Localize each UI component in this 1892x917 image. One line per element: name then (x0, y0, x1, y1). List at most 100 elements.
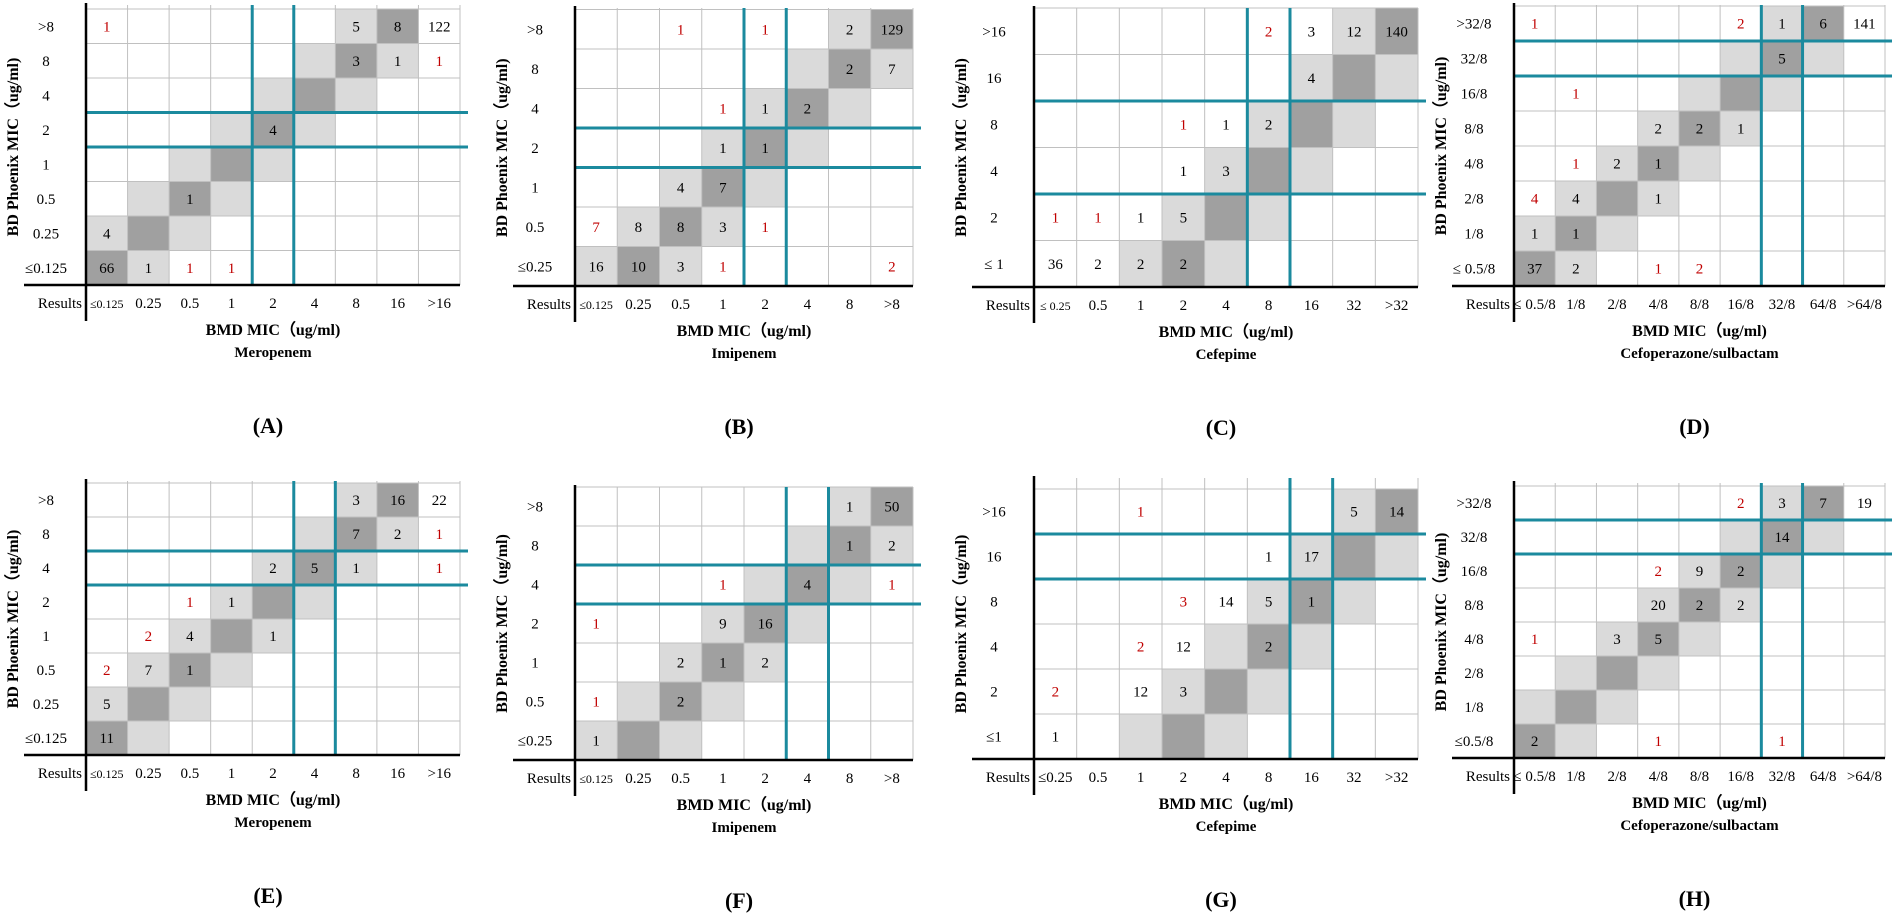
y-axis-title: BD Phoenix MIC（ug/ml) (493, 58, 511, 237)
x-tick-label: >16 (427, 296, 451, 312)
x-axis-title: BMD MIC（ug/ml) (1632, 794, 1767, 812)
cell-shade (1637, 111, 1679, 146)
x-tick-label: 0.5 (671, 297, 690, 313)
cell-shade (210, 585, 253, 619)
cell-shade (1375, 489, 1418, 534)
cell-shade (1290, 534, 1333, 579)
x-tick-label: 16 (1304, 770, 1320, 786)
cell-count: 3 (352, 493, 360, 509)
panel-letter: (E) (253, 883, 282, 908)
cell-shade (169, 687, 211, 721)
drug-name: Cefoperazone/sulbactam (1620, 818, 1779, 834)
y-tick-label: 8/8 (1464, 122, 1483, 138)
corner-label: Results (986, 298, 1030, 314)
y-tick-label: 0.5 (526, 695, 545, 711)
y-tick-label: 2/8 (1464, 192, 1483, 208)
x-tick-label: 1 (228, 296, 236, 312)
cell-shade (1720, 520, 1762, 554)
cell-shade (575, 721, 618, 760)
cell-count: 2 (846, 22, 854, 38)
cell-count: 1 (888, 578, 896, 594)
cell-shade (210, 653, 253, 687)
cell-shade (376, 43, 419, 78)
y-tick-label: 16/8 (1461, 87, 1488, 103)
cell-count: 4 (1531, 192, 1539, 208)
drug-name: Cefepime (1196, 347, 1257, 363)
x-tick-label: 32 (1347, 770, 1362, 786)
cell-shade (1290, 579, 1333, 624)
cell-shade (1596, 656, 1638, 690)
cell-count: 2 (1696, 598, 1704, 614)
corner-label: Results (527, 297, 571, 313)
y-tick-label: 4/8 (1464, 157, 1483, 173)
x-tick-label: 2/8 (1607, 769, 1626, 785)
y-axis-title: BD Phoenix MIC（ug/ml) (952, 535, 970, 714)
cell-shade (169, 619, 211, 653)
cell-shade (1637, 588, 1679, 622)
cell-shade (1247, 194, 1290, 241)
cell-count: 3 (1180, 595, 1188, 611)
cell-count: 1 (1572, 87, 1580, 103)
cell-count: 5 (352, 19, 360, 35)
x-tick-label: 1 (719, 297, 727, 313)
cell-shade (1720, 76, 1762, 111)
x-tick-label: 4 (804, 297, 812, 313)
panel-h: 2 3 7 19 14 2 9 2 20 2 2 1 3 5 2 1 1 >32/8 32/8 16/8 8/8 4/8 2… (1432, 481, 1892, 911)
x-tick-label: ≤ 0.5/8 (1513, 769, 1555, 785)
cell-shade (1596, 690, 1638, 724)
panel-letter: (C) (1206, 415, 1237, 440)
cell-count: 2 (888, 539, 896, 555)
x-tick-label: >64/8 (1847, 297, 1882, 313)
cell-shade (252, 551, 294, 585)
x-tick-label: 8/8 (1690, 297, 1709, 313)
y-tick-label: 1/8 (1464, 700, 1483, 716)
cell-count: 1 (846, 539, 854, 555)
cell-shade (1332, 101, 1376, 148)
cell-shade (1204, 240, 1248, 287)
x-tick-label: 64/8 (1810, 297, 1837, 313)
cell-count: 9 (1696, 564, 1704, 580)
cell-shade (1761, 76, 1803, 111)
cell-count: 2 (888, 259, 896, 275)
cell-count: 4 (677, 180, 685, 196)
cell-shade (617, 682, 660, 721)
cell-count: 1 (761, 101, 769, 117)
cell-count: 1 (269, 629, 277, 645)
y-tick-label: >8 (38, 493, 54, 509)
cell-shade (701, 207, 744, 247)
x-tick-label: 16/8 (1727, 297, 1754, 313)
cell-count: 1 (1052, 210, 1060, 226)
panel-f: 1 50 1 2 1 4 1 1 9 16 2 1 2 1 2 1 >8 8 4 2 1 0.5 ≤0.25 ≤0.125 0.… (493, 485, 921, 913)
y-tick-label: ≤ 0.5/8 (1453, 262, 1495, 278)
cell-shade (1761, 486, 1803, 520)
x-tick-label: 8 (352, 766, 360, 782)
cell-count: 2 (1572, 262, 1580, 278)
cell-count: 1 (719, 578, 727, 594)
y-tick-label: >32/8 (1456, 496, 1491, 512)
y-tick-label: 1 (531, 180, 539, 196)
y-tick-label: 0.5 (37, 663, 56, 679)
cell-shade (1555, 251, 1597, 286)
cell-shade (1802, 486, 1844, 520)
cell-count: 50 (884, 500, 899, 516)
cell-shade (870, 9, 913, 49)
cell-count: 5 (103, 697, 111, 713)
cell-shade (376, 9, 419, 44)
cell-shade (293, 112, 336, 147)
cell-shade (1720, 588, 1762, 622)
cell-shade (1332, 579, 1376, 624)
x-tick-label: 32 (1347, 298, 1362, 314)
y-tick-label: ≤1 (986, 730, 1002, 746)
panel-letter: (B) (724, 414, 753, 439)
cell-shade (293, 78, 336, 113)
cell-shade (1290, 147, 1333, 194)
cell-shade (127, 721, 170, 755)
cell-count: 1 (846, 500, 854, 516)
cell-shade (210, 112, 253, 147)
cell-shade (335, 551, 377, 585)
cell-shade (127, 653, 170, 687)
cell-count: 1 (1531, 632, 1539, 648)
y-tick-label: 4 (531, 101, 539, 117)
